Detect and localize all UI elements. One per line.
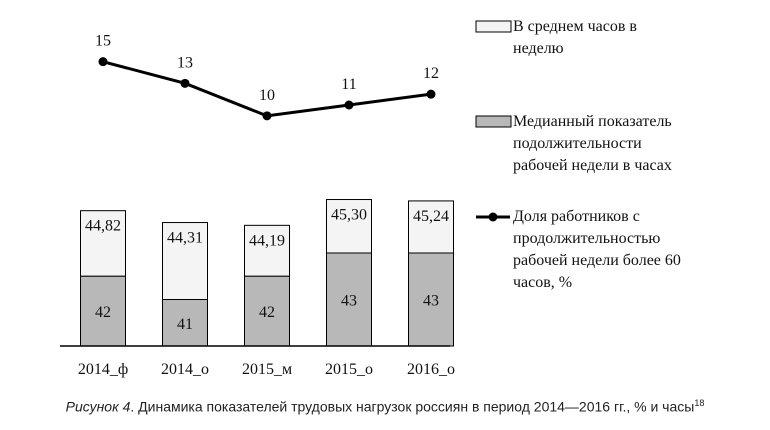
caption-text: . Динамика показателей трудовых нагрузок…: [130, 398, 695, 415]
line-point: [344, 100, 354, 110]
data-label-median: 42: [95, 304, 111, 321]
legend-line: подолжительности: [513, 135, 642, 152]
data-label-share: 12: [423, 65, 439, 82]
line-point: [426, 89, 436, 99]
data-label-average: 44,31: [167, 230, 203, 247]
bar-average: [326, 199, 372, 254]
x-tick-label: 2016_о: [407, 361, 455, 378]
bar-average: [162, 222, 208, 300]
x-tick-label: 2015_о: [325, 361, 373, 378]
bar-average: [80, 210, 126, 277]
legend-swatches: [475, 20, 512, 222]
x-tick-label: 2014_ф: [78, 361, 128, 378]
legend-line: В среднем часов в: [513, 18, 637, 35]
data-label-average: 45,24: [413, 208, 449, 225]
bars-layer: 44,82 42 44,31 41 44,19 42 45,30 43 45,24 43: [80, 199, 454, 347]
legend-swatch-median: [475, 115, 512, 128]
legend-line: неделю: [513, 40, 564, 57]
legend-item-average: В среднем часов в неделю: [513, 16, 637, 60]
legend-line: часов, %: [513, 274, 573, 291]
line-point: [98, 57, 108, 67]
line-point: [262, 111, 272, 121]
bar-median: [326, 252, 372, 347]
data-label-median: 43: [423, 293, 439, 310]
legend-line: рабочей недели в часах: [513, 157, 672, 174]
line-layer: 15 13 10 11 12: [95, 33, 439, 121]
line-point: [180, 78, 190, 88]
bar-median: [80, 275, 126, 347]
data-label-share: 13: [177, 54, 193, 71]
legend-line: Медианный показатель: [513, 113, 672, 130]
bar-median: [162, 299, 208, 347]
caption-footnote: 18: [694, 398, 705, 408]
x-tick-label: 2015_м: [242, 361, 292, 378]
figure-caption: Рисунок 4. Динамика показателей трудовых…: [0, 398, 770, 415]
data-label-share: 11: [341, 76, 356, 93]
data-label-share: 15: [95, 33, 111, 50]
legend-line: рабочей недели более 60: [513, 252, 681, 269]
data-label-share: 10: [259, 87, 275, 104]
legend-item-median: Медианный показатель подолжительности ра…: [513, 111, 672, 177]
legend-line: Доля работников с: [513, 208, 640, 225]
legend-item-share: Доля работников с продолжительностью раб…: [513, 206, 681, 294]
legend-swatch-share-marker: [488, 212, 498, 222]
data-label-median: 41: [177, 316, 193, 333]
bar-average: [244, 224, 290, 277]
data-label-average: 44,82: [85, 218, 121, 235]
bar-median: [408, 252, 454, 347]
x-tick-label: 2014_о: [161, 361, 209, 378]
data-label-median: 43: [341, 293, 357, 310]
data-label-average: 44,19: [249, 232, 285, 249]
caption-lead: Рисунок 4: [65, 398, 131, 415]
data-label-average: 45,30: [331, 207, 367, 224]
data-label-median: 42: [259, 304, 275, 321]
bar-median: [244, 275, 290, 347]
legend-line: продолжительностью: [513, 230, 661, 247]
x-tick-labels: 2014_ф 2014_о 2015_м 2015_о 2016_о: [78, 361, 455, 378]
legend-swatch-average: [475, 20, 512, 33]
